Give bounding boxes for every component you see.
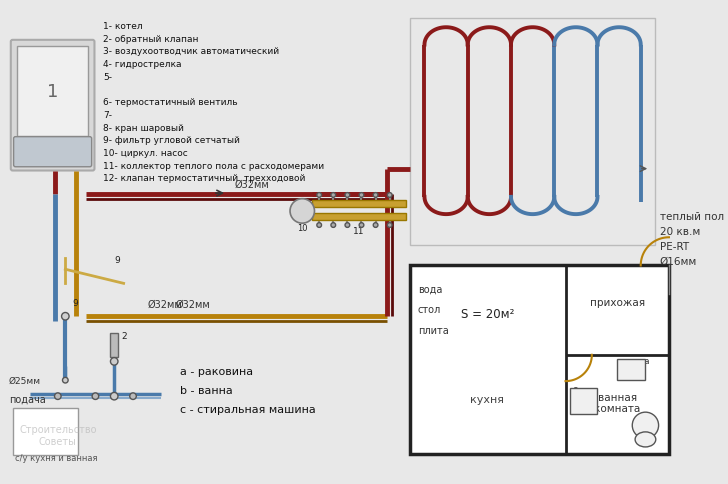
Circle shape xyxy=(359,193,364,198)
Text: подача: подача xyxy=(9,394,46,404)
Text: а: а xyxy=(644,357,649,365)
Bar xyxy=(17,47,88,136)
Circle shape xyxy=(290,199,314,224)
Text: 12- клапан термостатичный  трехходовой: 12- клапан термостатичный трехходовой xyxy=(103,174,305,183)
Text: 2: 2 xyxy=(122,331,127,340)
Circle shape xyxy=(387,193,392,198)
Text: 1: 1 xyxy=(47,83,58,101)
Circle shape xyxy=(63,378,68,383)
Text: а - раковина: а - раковина xyxy=(180,366,253,376)
Text: PE-RT: PE-RT xyxy=(660,242,689,252)
Circle shape xyxy=(633,412,659,439)
Text: 3- воздухоотводчик автоматический: 3- воздухоотводчик автоматический xyxy=(103,47,279,56)
Text: 20 кв.м: 20 кв.м xyxy=(660,227,700,237)
Text: 11- коллектор теплого пола с расходомерами: 11- коллектор теплого пола с расходомера… xyxy=(103,161,324,170)
FancyBboxPatch shape xyxy=(14,137,92,167)
Text: ванная
комната: ванная комната xyxy=(594,392,641,413)
Bar xyxy=(570,388,596,414)
Text: Строительство: Строительство xyxy=(19,424,97,434)
Text: плита: плита xyxy=(418,326,448,335)
Circle shape xyxy=(345,223,349,228)
Text: 1- котел: 1- котел xyxy=(103,22,143,31)
Text: с - стиральная машина: с - стиральная машина xyxy=(180,404,316,414)
Bar xyxy=(411,19,655,245)
Bar xyxy=(617,360,646,380)
Circle shape xyxy=(331,193,336,198)
Text: S = 20м²: S = 20м² xyxy=(461,307,514,320)
Circle shape xyxy=(317,193,322,198)
Text: 10: 10 xyxy=(297,223,307,232)
Text: Ø32мм: Ø32мм xyxy=(147,299,182,309)
Text: 11: 11 xyxy=(353,226,365,235)
Text: Ø32мм: Ø32мм xyxy=(175,299,210,309)
Text: 2- обратный клапан: 2- обратный клапан xyxy=(103,35,199,44)
Text: Советы: Советы xyxy=(39,436,76,446)
Circle shape xyxy=(130,393,136,400)
Circle shape xyxy=(111,358,118,365)
Circle shape xyxy=(317,223,322,228)
Circle shape xyxy=(359,223,364,228)
Circle shape xyxy=(387,223,392,228)
Text: с: с xyxy=(572,384,577,393)
Text: b: b xyxy=(650,424,656,433)
Bar xyxy=(411,266,669,454)
Text: Ø16мм: Ø16мм xyxy=(660,257,697,267)
Text: 9: 9 xyxy=(72,298,78,307)
Bar xyxy=(312,213,405,221)
Bar xyxy=(12,408,79,455)
Bar xyxy=(111,333,118,357)
Text: Ø32мм: Ø32мм xyxy=(234,179,269,189)
Text: 4- гидрострелка: 4- гидрострелка xyxy=(103,60,181,69)
Text: 6- термостатичный вентиль: 6- термостатичный вентиль xyxy=(103,98,237,107)
Text: 9- фильтр угловой сетчатый: 9- фильтр угловой сетчатый xyxy=(103,136,240,145)
Circle shape xyxy=(345,193,349,198)
Text: 7-: 7- xyxy=(103,111,112,120)
Text: 10- циркул. насос: 10- циркул. насос xyxy=(103,149,188,158)
Circle shape xyxy=(373,193,378,198)
Text: прихожая: прихожая xyxy=(590,297,645,307)
Text: 5-: 5- xyxy=(103,73,112,82)
Circle shape xyxy=(111,393,118,400)
Text: b - ванна: b - ванна xyxy=(180,385,233,395)
Circle shape xyxy=(373,223,378,228)
Text: 8- кран шаровый: 8- кран шаровый xyxy=(103,123,183,132)
Ellipse shape xyxy=(635,432,656,447)
Circle shape xyxy=(92,393,99,400)
Text: Ø25мм: Ø25мм xyxy=(9,376,41,385)
Text: вода: вода xyxy=(418,284,443,294)
Text: кухня: кухня xyxy=(470,394,505,404)
Text: с/у кухня и ванная: с/у кухня и ванная xyxy=(15,453,97,462)
Text: 9: 9 xyxy=(114,255,120,264)
Bar xyxy=(312,200,405,208)
Circle shape xyxy=(55,393,61,400)
Circle shape xyxy=(331,223,336,228)
Text: стол: стол xyxy=(418,305,441,315)
Circle shape xyxy=(62,313,69,320)
FancyBboxPatch shape xyxy=(11,41,95,171)
Text: теплый пол: теплый пол xyxy=(660,212,724,222)
